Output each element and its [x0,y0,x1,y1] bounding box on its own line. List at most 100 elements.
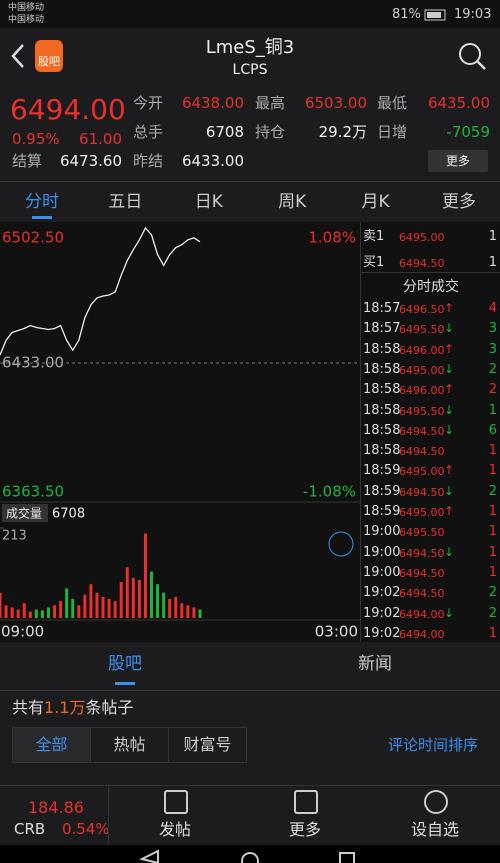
trade-panel: 卖1 6495.00 1 买1 6494.50 1 分时成交 18:57 6496.50 ↑ 4 18… [360,222,500,642]
trade-time: 18:58 [363,443,401,459]
filter-tab[interactable]: 全部 [12,727,91,763]
trades-title: 分时成交 [403,279,459,295]
volume-bar [198,609,202,618]
nav-icon[interactable] [294,790,318,814]
battery-level: 81% [392,7,421,22]
x-tick-label: 09:00 [1,623,44,641]
nav-label[interactable]: 发帖 [158,820,191,839]
sort-button[interactable]: 评论时间排序 [387,736,478,754]
trade-volume: 2 [488,585,497,601]
trade-time: 18:57 [363,321,401,337]
trade-price: 6495.50 [399,323,445,337]
price-line [0,226,201,356]
trade-volume: 3 [488,341,497,357]
period-tab[interactable]: 周K [278,192,307,212]
volume-bar [0,592,2,618]
quote-panel: 6494.00 0.95% 61.00 结算 6473.60 更多 今开 6438… [0,86,500,182]
volume-bar [162,592,166,618]
trade-arrow: ↓ [444,605,455,620]
volume-bar [150,571,154,618]
status-bar: 中国移动 中国移动 81% 19:03 [0,0,500,28]
divider [0,181,500,182]
trade-price: 6495.50 [399,404,445,418]
volume-bar [119,582,123,618]
book-side: 买1 [363,255,385,270]
posts-section: 共有1.1万条帖子全部 热帖 财富号 评论时间排序 [0,691,500,781]
volume-bar [59,601,63,618]
volume-bar [10,607,14,618]
x-tick-label: 03:00 [315,623,358,641]
trade-volume: 1 [488,402,497,418]
nav-home[interactable] [241,852,259,863]
period-tab[interactable]: 月K [361,192,390,212]
trade-arrow: ↑ [444,301,455,315]
y-tick-label: 6363.50 [2,483,64,501]
trade-volume: 1 [488,564,497,580]
volume-tick-label: 213 [2,529,27,544]
section-tab[interactable]: 股吧 [108,654,142,674]
field-value: 6435.00 [427,94,490,112]
post-count-part: 共有 [12,698,45,717]
trade-time: 19:02 [363,625,401,641]
volume-bar [107,598,111,618]
period-tab[interactable]: 更多 [442,192,476,212]
trade-time: 19:02 [363,585,401,601]
more-button[interactable]: 更多 [428,150,488,172]
trade-time: 19:00 [363,544,401,560]
filter-tab[interactable]: 热帖 [90,727,169,763]
trade-price: 6496.00 [399,384,445,398]
nav-back[interactable] [139,849,159,863]
trade-arrow: ↑ [444,341,455,356]
nav-label[interactable]: 设自选 [410,820,459,839]
header: 股吧 LmeS_铜3 LCPS [0,28,500,86]
trade-time: 18:57 [363,301,401,316]
volume-total: 6708 [52,507,85,522]
settle-value: 6473.60 [59,152,122,170]
volume-badge [2,504,48,522]
divider [108,786,109,846]
nav-label[interactable]: 更多 [288,820,321,839]
trade-time: 18:59 [363,504,401,519]
expand-button[interactable] [328,531,354,557]
nav-icon[interactable] [424,790,448,814]
field-label: 日增 [377,123,408,141]
period-tabs: 分时 五日 日K 周K 月K 更多 [0,186,500,222]
post-count-part: 1.1万 [44,698,86,717]
trade-price: 6494.50 [399,445,445,459]
field-value: -7059 [446,123,490,141]
period-tab[interactable]: 分时 [25,192,59,212]
field-value: 29.2万 [318,123,367,141]
trade-time: 18:58 [363,382,401,398]
system-nav [0,845,500,863]
carrier: 中国移动 [8,3,45,13]
app-icon[interactable]: 股吧 [35,40,63,72]
book-price: 6494.50 [399,257,445,270]
trade-time: 18:58 [363,341,401,357]
period-tab[interactable]: 日K [194,192,223,212]
nav-icon[interactable] [164,790,188,814]
trade-volume: 2 [488,361,497,377]
volume-bar [168,598,172,618]
trade-volume: 1 [488,504,497,519]
trade-price: 6494.00 [399,607,445,621]
trade-time: 18:59 [363,463,401,479]
volume-bar [131,577,135,618]
volume-bar [137,579,141,618]
volume-bar [16,609,20,618]
trade-price: 6494.50 [399,485,445,499]
period-tab[interactable]: 五日 [108,192,143,212]
back-button[interactable] [8,42,28,70]
y-tick-label: 6502.50 [2,229,64,247]
trade-price: 6496.00 [399,343,445,357]
trade-volume: 2 [488,605,497,621]
post-count-part: 条帖子 [85,698,134,717]
trade-volume: 6 [488,422,497,438]
nav-recent[interactable] [339,852,355,863]
trade-arrow: ↓ [444,321,455,336]
volume-bar [156,584,160,618]
trade-arrow: ↑ [444,504,455,518]
volume-bar [186,605,190,618]
search-button[interactable] [458,42,488,72]
section-tab[interactable]: 新闻 [358,654,392,674]
filter-tab[interactable]: 财富号 [168,727,247,763]
